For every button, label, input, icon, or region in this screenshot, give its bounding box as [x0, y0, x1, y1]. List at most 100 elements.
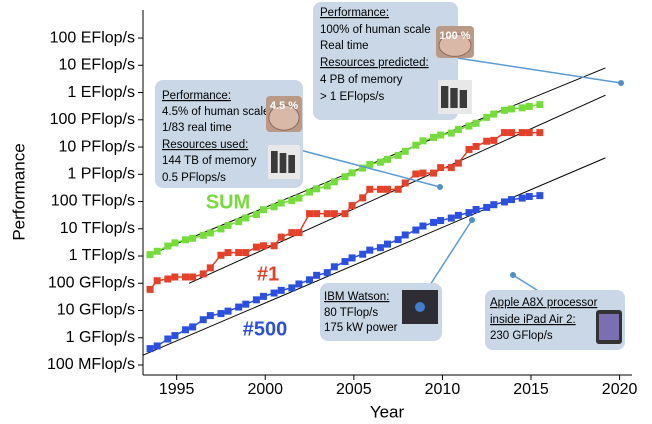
data-point — [260, 242, 267, 249]
data-point — [501, 107, 508, 114]
data-point — [242, 301, 249, 308]
data-point — [466, 123, 473, 130]
data-point — [377, 244, 384, 251]
data-point — [448, 215, 455, 222]
data-point — [313, 185, 320, 192]
data-point — [154, 277, 161, 284]
data-point — [437, 132, 444, 139]
data-point — [207, 264, 214, 271]
data-point — [508, 129, 515, 136]
callout-text: 230 GFlop/s — [490, 330, 553, 342]
series-label: #500 — [243, 318, 288, 340]
data-point — [306, 189, 313, 196]
data-point — [182, 273, 189, 280]
data-point — [324, 182, 331, 189]
x-axis-label: Year — [370, 402, 405, 421]
data-point — [490, 201, 497, 208]
data-point — [225, 249, 232, 256]
data-point — [366, 186, 373, 193]
y-tick-label: 1 EFlop/s — [67, 84, 135, 101]
data-point — [519, 104, 526, 111]
data-point — [278, 287, 285, 294]
data-point — [455, 160, 462, 167]
data-point — [147, 251, 154, 258]
callout-text: > 1 EFlops/s — [320, 91, 384, 103]
data-point — [242, 214, 249, 221]
data-point — [437, 217, 444, 224]
data-point — [331, 263, 338, 270]
callout-text: Performance: — [320, 7, 389, 19]
data-point — [295, 280, 302, 287]
data-point — [253, 296, 260, 303]
data-point — [359, 251, 366, 258]
callout-text: Performance: — [162, 90, 231, 102]
data-point — [526, 129, 533, 136]
data-point — [412, 142, 419, 149]
data-point — [154, 248, 161, 255]
data-point — [466, 209, 473, 216]
badge-text: 100 % — [439, 30, 470, 42]
data-point — [154, 342, 161, 349]
y-axis-label: Performance — [9, 143, 28, 240]
data-point — [395, 152, 402, 159]
series-label: #1 — [257, 263, 279, 285]
data-point — [207, 229, 214, 236]
x-tick-label: 1995 — [159, 381, 195, 398]
data-point — [225, 222, 232, 229]
server-rack — [460, 90, 467, 108]
callout-text: Resources predicted: — [320, 57, 429, 69]
data-point — [419, 137, 426, 144]
data-point — [207, 312, 214, 319]
callout-text: 144 TB of memory — [162, 155, 257, 167]
data-point — [313, 272, 320, 279]
data-point — [288, 284, 295, 291]
data-point — [295, 229, 302, 236]
data-point — [430, 170, 437, 177]
data-point — [171, 332, 178, 339]
x-tick-label: 2000 — [247, 381, 283, 398]
y-tick-label: 10 TFlop/s — [60, 220, 135, 237]
data-point — [331, 178, 338, 185]
data-point — [519, 129, 526, 136]
data-point — [473, 206, 480, 213]
data-point — [271, 242, 278, 249]
data-point — [200, 270, 207, 277]
data-point — [473, 120, 480, 127]
data-point — [253, 211, 260, 218]
data-point — [189, 235, 196, 242]
data-point — [483, 114, 490, 121]
data-point — [455, 126, 462, 133]
data-point — [384, 241, 391, 248]
data-point — [200, 316, 207, 323]
data-point — [395, 186, 402, 193]
chart: Performance Year 100 MFlop/s1 GFlop/s10 … — [0, 0, 652, 424]
data-point — [171, 273, 178, 280]
y-tick-label: 10 GFlop/s — [57, 302, 135, 319]
data-point — [437, 164, 444, 171]
data-point — [164, 243, 171, 250]
series-label: SUM — [206, 191, 250, 213]
y-tick-label: 10 EFlop/s — [59, 57, 135, 74]
data-point — [324, 210, 331, 217]
data-point — [164, 336, 171, 343]
data-point — [402, 148, 409, 155]
data-point — [359, 194, 366, 201]
data-point — [288, 197, 295, 204]
callout-text: Resources used: — [162, 139, 248, 151]
callout-text: 175 kW power — [324, 322, 398, 334]
data-point — [377, 159, 384, 166]
callout-dot — [437, 184, 443, 190]
data-point — [526, 103, 533, 110]
data-point — [306, 276, 313, 283]
data-point — [271, 203, 278, 210]
callout-text: 4 PB of memory — [320, 74, 403, 86]
server-rack — [441, 86, 448, 108]
data-point — [260, 206, 267, 213]
data-point — [349, 169, 356, 176]
data-point — [419, 170, 426, 177]
data-point — [235, 249, 242, 256]
data-point — [402, 180, 409, 187]
x-tick-label: 2005 — [336, 381, 372, 398]
callout-text: Real time — [320, 40, 369, 52]
data-point — [483, 138, 490, 145]
